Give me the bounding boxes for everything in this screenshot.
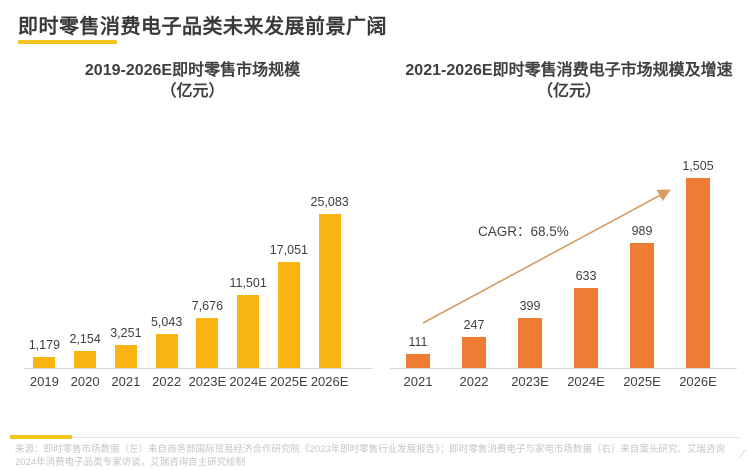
bar-group-2023E: 7,676 2023E — [187, 299, 228, 394]
bar-value-label: 989 — [631, 224, 653, 239]
bar-value-label: 111 — [408, 335, 428, 349]
bar — [33, 356, 56, 368]
axis-tick-label: 2026E — [679, 374, 717, 389]
axis-tick-label: 2025E — [270, 374, 308, 389]
axis-tick-label: 2022 — [152, 374, 182, 389]
bar-value-label: 399 — [519, 298, 541, 313]
bar — [155, 333, 178, 368]
source-note: 来源：即时零售市场数据（左）来自商务部国际贸易经济合作研究院《2023年即时零售… — [15, 443, 740, 469]
bar — [237, 295, 260, 368]
axis-tick-label: 2020 — [70, 374, 100, 389]
bar — [462, 336, 486, 368]
bar-group-2026E: 25,083 2026E — [309, 195, 350, 394]
chart-left-title: 2019-2026E即时零售市场规模 （亿元） — [20, 60, 365, 102]
bar-value-label: 7,676 — [191, 299, 224, 314]
corner-mark — [739, 449, 746, 458]
chart-right-title: 2021-2026E即时零售消费电子市场规模及增速 （亿元） — [395, 60, 743, 102]
chart-left-x-axis — [24, 368, 373, 369]
bar-value-label: 633 — [575, 269, 597, 284]
chart-right-title-text: 2021-2026E即时零售消费电子市场规模及增速 — [405, 62, 733, 79]
bar — [74, 351, 97, 368]
bar-group-2026E: 1,505 2026E — [670, 159, 726, 394]
bar-value-label: 11,501 — [229, 276, 267, 291]
bar-value-label: 1,179 — [28, 337, 61, 352]
axis-tick-label: 2019 — [29, 374, 59, 389]
bar-group-2022: 5,043 2022 — [146, 315, 187, 394]
bar-group-2025E: 17,051 2025E — [269, 243, 310, 394]
bar — [277, 262, 300, 368]
axis-tick-label: 2025E — [623, 374, 661, 389]
bar — [406, 354, 430, 368]
source-note-line2: 2024年消费电子品类专家访谈，艾瑞咨询自主研究绘制 — [15, 457, 246, 468]
chart-right-plot: 111 2021 247 2022 399 2023E 633 2024E 989 2025E 1,… — [390, 159, 726, 394]
chart-left-title-unit: （亿元） — [160, 83, 225, 100]
axis-tick-label: 2022 — [459, 374, 489, 389]
axis-tick-label: 2026E — [310, 374, 349, 389]
bar — [114, 344, 137, 368]
cagr-annotation: CAGR：68.5% — [478, 224, 569, 239]
bar — [574, 288, 598, 368]
bar-group-2023E: 399 2023E — [502, 299, 558, 394]
bar-group-2020: 2,154 2020 — [65, 332, 106, 394]
bar-group-2022: 247 2022 — [446, 318, 502, 394]
page-title: 即时零售消费电子品类未来发展前景广阔 — [18, 16, 387, 38]
title-underline-accent — [18, 40, 117, 44]
bar-group-2024E: 11,501 2024E — [228, 276, 269, 394]
bar-group-2024E: 633 2024E — [558, 269, 614, 394]
axis-tick-label: 2024E — [229, 374, 267, 389]
chart-right-x-axis — [390, 368, 737, 369]
bar-value-label: 25,083 — [310, 195, 349, 209]
chart-right-title-unit: （亿元） — [536, 83, 601, 100]
bar-value-label: 1,505 — [682, 159, 714, 173]
bar — [518, 317, 542, 368]
bar-value-label: 2,154 — [69, 332, 101, 347]
axis-tick-label: 2021 — [111, 374, 141, 389]
chart-left-plot: 1,179 2019 2,154 2020 3,251 2021 5,043 2022 7,67… — [24, 195, 350, 394]
bar-group-2019: 1,179 2019 — [24, 338, 65, 394]
axis-tick-label: 2023E — [511, 374, 549, 389]
bar-group-2021: 111 2021 — [390, 335, 446, 394]
bar-value-label: 247 — [463, 317, 485, 332]
bar-group-2021: 3,251 2021 — [106, 326, 147, 394]
axis-tick-label: 2021 — [403, 374, 433, 389]
footer-divider-accent — [10, 435, 72, 439]
bar-value-label: 17,051 — [269, 243, 308, 257]
source-note-line1: 来源：即时零售市场数据（左）来自商务部国际贸易经济合作研究院《2023年即时零售… — [15, 444, 725, 455]
bar — [196, 318, 219, 368]
bar — [686, 178, 710, 368]
bar-value-label: 3,251 — [110, 325, 142, 340]
footer-divider — [10, 437, 740, 438]
bar-group-2025E: 989 2025E — [614, 224, 670, 394]
bar — [630, 243, 654, 368]
bar — [318, 214, 341, 368]
axis-tick-label: 2023E — [188, 374, 227, 389]
bar-value-label: 5,043 — [150, 314, 183, 329]
chart-left-title-text: 2019-2026E即时零售市场规模 — [84, 62, 301, 79]
axis-tick-label: 2024E — [567, 374, 605, 389]
